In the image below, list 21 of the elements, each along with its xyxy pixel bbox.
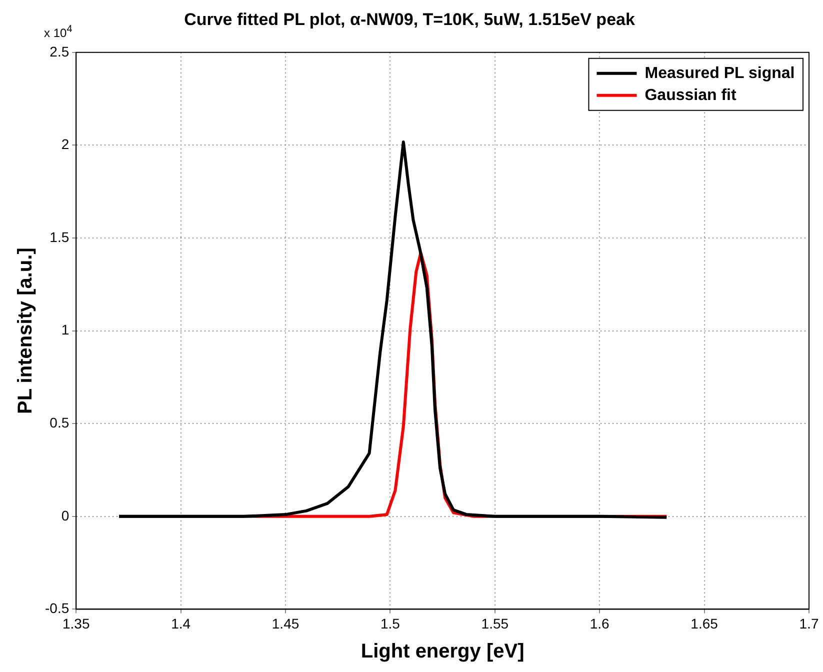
- x-axis-title: Light energy [eV]: [360, 640, 524, 663]
- y-tick-label: 1.5: [50, 228, 70, 245]
- y-axis-title: PL intensity [a.u.]: [14, 248, 37, 414]
- y-tick-label: 2: [61, 136, 70, 152]
- x-tick-label: 1.35: [62, 615, 90, 632]
- x-tick-label: 1.45: [272, 615, 300, 632]
- x-tick-label: 1.5: [380, 615, 400, 632]
- y-tick-label: 0: [61, 507, 70, 524]
- y-tick-label: 0.5: [50, 414, 70, 430]
- y-tick-label: 2.5: [50, 43, 70, 60]
- y-tick-label: -0.5: [45, 600, 70, 616]
- x-tick-label: 1.4: [171, 615, 191, 632]
- x-tick-label: 1.65: [690, 615, 718, 632]
- y-tick-label: 1: [61, 322, 70, 338]
- chart-title: Curve fitted PL plot, α-NW09, T=10K, 5uW, 1.515eV peak: [184, 10, 636, 29]
- text: x 10$^{4}$: [44, 24, 72, 40]
- x-tick-label: 1.55: [481, 615, 509, 632]
- x-tick-label: 1.7: [799, 615, 819, 632]
- legend-label: Gaussian fit: [644, 86, 737, 104]
- legend-label: Measured PL signal: [644, 64, 795, 82]
- x-tick-label: 1.6: [590, 615, 610, 632]
